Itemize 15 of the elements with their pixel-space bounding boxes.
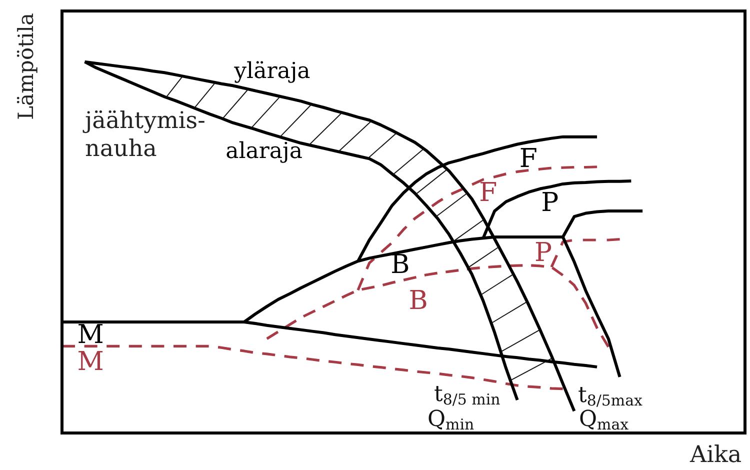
series-label: F xyxy=(479,178,498,208)
series-label: alaraja xyxy=(226,139,302,164)
annotation: Q$_{max}$ xyxy=(579,406,629,434)
annotation: jäähtymis-nauha xyxy=(85,108,206,164)
series-label: B xyxy=(408,286,428,316)
series-label: P xyxy=(534,238,552,268)
series-label: F xyxy=(519,144,538,174)
annotation: t$_{8/5max}$ xyxy=(578,382,642,410)
x-axis-title: Aika xyxy=(690,442,742,468)
y-axis-title: Lämpötila xyxy=(14,13,38,120)
series-label: yläraja xyxy=(234,59,310,84)
annotation: t$_{8/5 min}$ xyxy=(434,382,500,408)
series-label: P xyxy=(541,188,559,218)
series-label: B xyxy=(390,250,410,280)
annotation: Q$_{min}$ xyxy=(428,406,474,434)
